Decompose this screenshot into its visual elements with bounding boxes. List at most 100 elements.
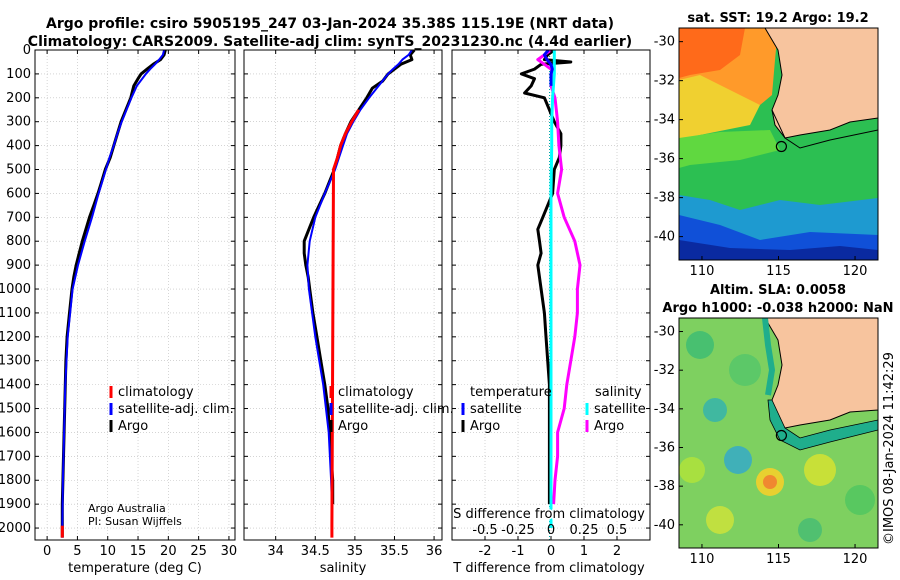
map-y-tick-label: -34 [654, 402, 675, 417]
sla-argo-location-marker [775, 429, 788, 442]
map-x-tick-label: 115 [766, 264, 791, 279]
map-y-tick-label: -38 [654, 191, 675, 206]
x-tick-label: 1 [580, 544, 588, 559]
salinity-plot-area [244, 50, 442, 540]
s-tick-label: -0.25 [501, 523, 535, 538]
series-line-t-satellite [549, 50, 556, 528]
y-tick-label: 0 [23, 43, 31, 58]
x-tick-label: 30 [221, 544, 238, 559]
sst-map-panel: sat. SST: 19.2 Argo: 19.2 110 115 120 -30 -3… [654, 11, 879, 279]
sla-eddy [724, 446, 752, 474]
sla-eddy [729, 354, 761, 386]
legend-label-climatology: climatology [338, 385, 414, 400]
legend-label-argo: Argo [118, 419, 148, 434]
sla-map-title-line1: Altim. SLA: 0.0058 [710, 283, 846, 298]
map-x-tick-label: 120 [843, 552, 868, 567]
y-tick-label: 1900 [0, 497, 31, 512]
legend-label-t-argo: Argo [470, 419, 500, 434]
y-tick-label: 1000 [0, 282, 31, 297]
x-tick-label: 0 [43, 544, 51, 559]
sla-eddy [804, 454, 836, 486]
sst-shelf-contour [771, 109, 878, 149]
temperature-grid [35, 49, 235, 540]
map-y-tick-label: -30 [654, 325, 675, 340]
x-tick-label: 10 [99, 544, 116, 559]
salinity-series [302, 50, 416, 538]
salinity-ticks: 34 34.5 35 35.5 36 [244, 49, 443, 559]
difference-series [519, 50, 582, 528]
temperature-ticks: 0100200300400500600700800900100011001200… [0, 43, 237, 559]
x-tick-label: 34 [267, 544, 284, 559]
difference-legend: temperature satellite Argo salinity sate… [461, 385, 646, 434]
t-difference-xlabel: T difference from climatology [452, 561, 645, 576]
s-tick-label: -0.5 [472, 523, 497, 538]
y-tick-label: 900 [6, 258, 31, 273]
salinity-panel: 34 34.5 35 35.5 36 salinity climatology sate… [243, 49, 454, 576]
map-y-tick-label: -34 [654, 113, 675, 128]
series-line-satellite-adj-clim [61, 50, 166, 538]
temperature-axes-box [34, 49, 236, 541]
credit-line2: PI: Susan Wijffels [88, 515, 182, 528]
sla-land-australia [764, 318, 878, 429]
x-tick-label: -1 [512, 544, 525, 559]
legend-label-climatology: climatology [118, 385, 194, 400]
sst-map-title: sat. SST: 19.2 Argo: 19.2 [687, 11, 868, 26]
sla-eddy [686, 331, 714, 359]
y-tick-label: 1700 [0, 449, 31, 464]
y-tick-label: 300 [6, 115, 31, 130]
map-y-tick-label: -30 [654, 35, 675, 50]
y-tick-label: 1300 [0, 354, 31, 369]
x-tick-label: 20 [160, 544, 177, 559]
y-tick-label: 100 [6, 67, 31, 82]
s-tick-label: 0 [547, 523, 555, 538]
legend-label-s-argo: Argo [594, 419, 624, 434]
y-tick-label: 1600 [0, 425, 31, 440]
map-x-tick-label: 120 [843, 264, 868, 279]
sst-argo-location-marker [775, 140, 788, 153]
sla-map-ticks: 110 115 120 -30 -32 -34 -36 -38 -40 [654, 325, 868, 567]
y-tick-label: 1500 [0, 402, 31, 417]
map-x-tick-label: 115 [766, 552, 791, 567]
sst-map-field [679, 28, 878, 260]
legend-title-temperature: temperature [470, 385, 552, 400]
sla-map-title-line2: Argo h1000: -0.038 h2000: NaN [662, 301, 893, 316]
salinity-xlabel: salinity [320, 561, 367, 576]
y-tick-label: 200 [6, 91, 31, 106]
x-tick-label: -2 [479, 544, 492, 559]
sla-map-field [679, 318, 878, 548]
map-x-tick-label: 110 [690, 552, 715, 567]
y-tick-label: 400 [6, 139, 31, 154]
difference-ticks: -2 -1 0 1 2 [452, 49, 650, 559]
map-y-tick-label: -32 [654, 363, 675, 378]
s-tick-label: 0.25 [570, 523, 599, 538]
temperature-xlabel: temperature (deg C) [68, 561, 202, 576]
sla-eddy [706, 506, 734, 534]
temperature-series [60, 50, 167, 538]
y-tick-label: 1400 [0, 378, 31, 393]
sst-map-ticks: 110 115 120 -30 -32 -34 -36 -38 -40 [654, 35, 868, 279]
sla-eddy [798, 518, 822, 542]
s-tick-label: 0.5 [607, 523, 628, 538]
figure-title-line2: Climatology: CARS2009. Satellite-adj cli… [28, 34, 632, 50]
legend-label-t-satellite: satellite [470, 402, 522, 417]
temperature-legend: climatology satellite-adj. clim. Argo [109, 385, 234, 434]
y-tick-label: 700 [6, 210, 31, 225]
x-tick-label: 34.5 [301, 544, 330, 559]
sla-eddy [703, 398, 727, 422]
x-tick-label: 15 [130, 544, 147, 559]
x-tick-label: 36 [426, 544, 443, 559]
series-line-climatology [330, 109, 361, 538]
temperature-plot-area [35, 50, 235, 540]
map-y-tick-label: -40 [654, 518, 675, 533]
salinity-grid [244, 49, 442, 540]
y-tick-label: 2000 [0, 521, 31, 536]
difference-panel: -2 -1 0 1 2 S difference from climatology -0… [451, 49, 651, 576]
series-line-satellite-adj-clim [306, 50, 413, 505]
y-tick-label: 800 [6, 234, 31, 249]
sla-eddy [845, 485, 875, 515]
map-y-tick-label: -32 [654, 74, 675, 89]
sst-lightgreen-band [679, 130, 780, 168]
legend-label-satellite-adj: satellite-adj. clim. [118, 402, 234, 417]
map-x-tick-label: 110 [690, 264, 715, 279]
